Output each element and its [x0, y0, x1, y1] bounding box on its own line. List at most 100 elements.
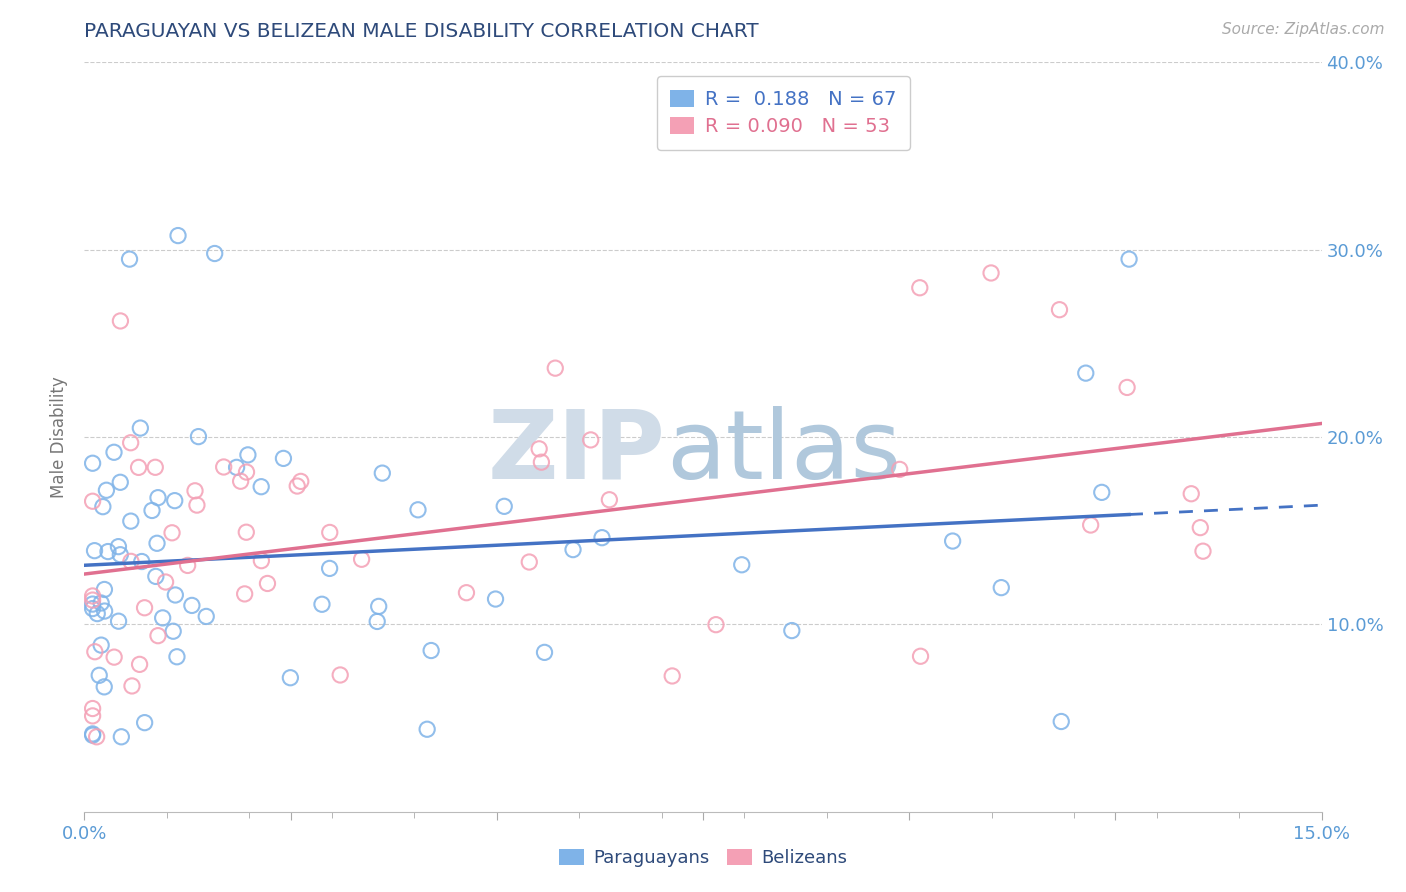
- Point: [484, 592, 506, 607]
- Point: [406, 503, 429, 517]
- Point: [90, 638, 112, 652]
- Text: PARAGUAYAN VS BELIZEAN MALE DISABILITY CORRELATION CHART: PARAGUAYAN VS BELIZEAN MALE DISABILITY C…: [84, 22, 759, 41]
- Point: [250, 554, 273, 568]
- Point: [990, 581, 1012, 595]
- Point: [82, 589, 104, 603]
- Point: [146, 629, 169, 643]
- Point: [82, 727, 104, 741]
- Point: [280, 671, 302, 685]
- Point: [235, 525, 257, 540]
- Point: [82, 597, 104, 611]
- Point: [120, 514, 142, 528]
- Point: [86, 730, 108, 744]
- Point: [195, 609, 218, 624]
- Point: [1180, 487, 1202, 501]
- Point: [184, 483, 207, 498]
- Point: [350, 552, 373, 566]
- Point: [107, 540, 129, 554]
- Point: [120, 435, 142, 450]
- Point: [141, 503, 163, 517]
- Point: [83, 543, 105, 558]
- Point: [1074, 366, 1097, 380]
- Point: [235, 465, 257, 479]
- Point: [318, 561, 340, 575]
- Point: [146, 536, 169, 550]
- Point: [165, 588, 187, 602]
- Point: [780, 624, 803, 638]
- Point: [93, 680, 115, 694]
- Point: [225, 460, 247, 475]
- Point: [329, 668, 352, 682]
- Text: Source: ZipAtlas.com: Source: ZipAtlas.com: [1222, 22, 1385, 37]
- Point: [162, 624, 184, 639]
- Point: [134, 600, 156, 615]
- Point: [107, 614, 129, 628]
- Point: [204, 246, 226, 260]
- Point: [420, 643, 443, 657]
- Point: [146, 491, 169, 505]
- Point: [89, 668, 111, 682]
- Point: [1050, 714, 1073, 729]
- Point: [82, 601, 104, 615]
- Point: [527, 442, 550, 456]
- Point: [1192, 544, 1215, 558]
- Point: [233, 587, 256, 601]
- Point: [598, 492, 620, 507]
- Point: [143, 460, 166, 475]
- Text: ZIP: ZIP: [488, 406, 666, 499]
- Point: [129, 421, 152, 435]
- Point: [180, 599, 202, 613]
- Point: [83, 645, 105, 659]
- Point: [704, 617, 727, 632]
- Point: [131, 555, 153, 569]
- Point: [250, 480, 273, 494]
- Point: [82, 709, 104, 723]
- Point: [186, 498, 208, 512]
- Point: [236, 448, 259, 462]
- Point: [82, 701, 104, 715]
- Point: [910, 649, 932, 664]
- Point: [110, 475, 132, 490]
- Point: [176, 558, 198, 573]
- Point: [544, 361, 567, 376]
- Legend: Paraguayans, Belizeans: Paraguayans, Belizeans: [551, 841, 855, 874]
- Point: [366, 615, 388, 629]
- Point: [118, 252, 141, 266]
- Point: [110, 730, 132, 744]
- Point: [163, 493, 186, 508]
- Point: [187, 429, 209, 443]
- Point: [1116, 380, 1139, 394]
- Point: [90, 596, 112, 610]
- Point: [311, 597, 333, 611]
- Point: [155, 574, 177, 589]
- Point: [103, 650, 125, 665]
- Point: [533, 645, 555, 659]
- Point: [167, 228, 190, 243]
- Point: [908, 281, 931, 295]
- Point: [416, 723, 439, 737]
- Point: [103, 445, 125, 459]
- Point: [319, 525, 342, 540]
- Point: [229, 475, 252, 489]
- Point: [494, 500, 516, 514]
- Point: [93, 604, 115, 618]
- Legend: R =  0.188   N = 67, R = 0.090   N = 53: R = 0.188 N = 67, R = 0.090 N = 53: [657, 76, 910, 150]
- Point: [562, 542, 585, 557]
- Point: [128, 657, 150, 672]
- Point: [456, 585, 478, 599]
- Point: [731, 558, 754, 572]
- Point: [1118, 252, 1140, 266]
- Point: [145, 569, 167, 583]
- Point: [97, 544, 120, 558]
- Point: [82, 593, 104, 607]
- Point: [591, 531, 613, 545]
- Point: [1080, 518, 1102, 533]
- Point: [530, 455, 553, 469]
- Point: [120, 554, 142, 568]
- Point: [980, 266, 1002, 280]
- Text: atlas: atlas: [666, 406, 901, 499]
- Point: [96, 483, 118, 498]
- Point: [661, 669, 683, 683]
- Point: [93, 582, 115, 597]
- Point: [121, 679, 143, 693]
